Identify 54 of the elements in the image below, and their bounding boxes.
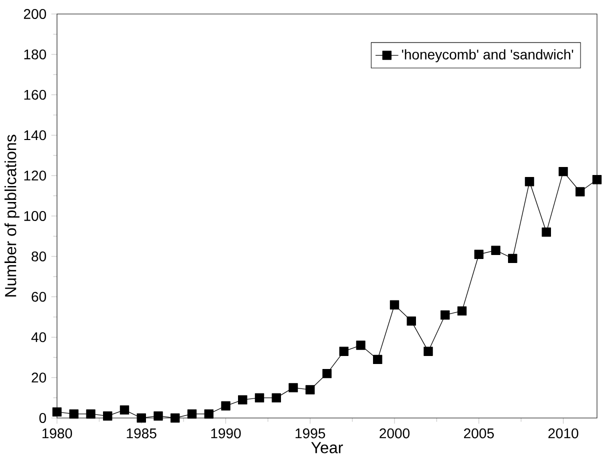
x-tick-label: 1995: [296, 428, 326, 438]
point: [542, 228, 551, 237]
y-tick-label: 0: [39, 413, 46, 423]
y-tick-label: 40: [31, 332, 46, 342]
point: [272, 393, 281, 402]
point: [322, 368, 332, 378]
point: [406, 316, 416, 326]
x-axis-title: Year: [311, 442, 343, 454]
point: [221, 401, 230, 410]
point: [187, 409, 197, 419]
point: [238, 395, 248, 404]
y-tick-label: 100: [24, 211, 46, 221]
point: [440, 310, 450, 320]
point: [457, 306, 467, 316]
point: [558, 166, 568, 176]
y-tick-label: 120: [24, 170, 46, 181]
y-tick-label: 60: [32, 292, 46, 302]
point: [390, 300, 400, 310]
point: [204, 409, 214, 419]
y-axis-title: Number of publications: [4, 134, 20, 297]
x-tick-label: 1990: [211, 428, 241, 438]
point: [69, 409, 78, 419]
point: [592, 175, 602, 184]
point: [508, 254, 518, 264]
point: [424, 346, 433, 356]
point: [339, 346, 348, 356]
point: [373, 354, 382, 364]
x-tick-label: 2005: [464, 428, 494, 438]
point: [491, 246, 500, 255]
point: [356, 340, 366, 350]
y-tick-label: 180: [24, 49, 46, 60]
y-tick-label: 80: [32, 251, 46, 262]
y-tick-label: 200: [24, 9, 46, 19]
point: [524, 177, 534, 186]
point: [306, 385, 315, 394]
point: [103, 411, 112, 421]
y-tick-label: 20: [32, 372, 46, 383]
x-tick-label: 2000: [380, 428, 410, 438]
x-tick-label: 2010: [548, 428, 578, 438]
point: [576, 187, 585, 196]
point: [154, 411, 163, 421]
y-tick-label: 140: [24, 130, 46, 140]
y-tick-label: 160: [24, 90, 46, 100]
point: [86, 409, 96, 419]
point: [170, 413, 180, 423]
point: [474, 250, 484, 259]
legend-label: 'honeycomb' and 'sandwich': [402, 49, 574, 62]
x-tick-label: 1985: [126, 428, 156, 438]
point: [288, 383, 298, 392]
point: [136, 413, 146, 423]
x-tick-label: 1980: [42, 428, 72, 438]
point: [120, 405, 130, 415]
point: [52, 407, 62, 417]
point: [254, 393, 264, 402]
